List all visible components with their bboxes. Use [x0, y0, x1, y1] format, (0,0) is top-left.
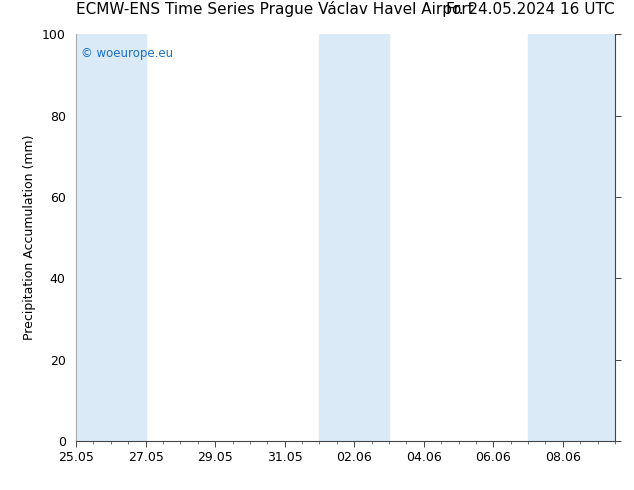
Bar: [528, 34, 615, 441]
Y-axis label: Precipitation Accumulation (mm): Precipitation Accumulation (mm): [23, 135, 36, 341]
Text: © woeurope.eu: © woeurope.eu: [81, 47, 174, 59]
Bar: [320, 34, 389, 441]
Bar: [76, 34, 146, 441]
Text: Fr. 24.05.2024 16 UTC: Fr. 24.05.2024 16 UTC: [446, 2, 615, 17]
Text: ECMW-ENS Time Series Prague Václav Havel Airport: ECMW-ENS Time Series Prague Václav Havel…: [76, 1, 474, 17]
